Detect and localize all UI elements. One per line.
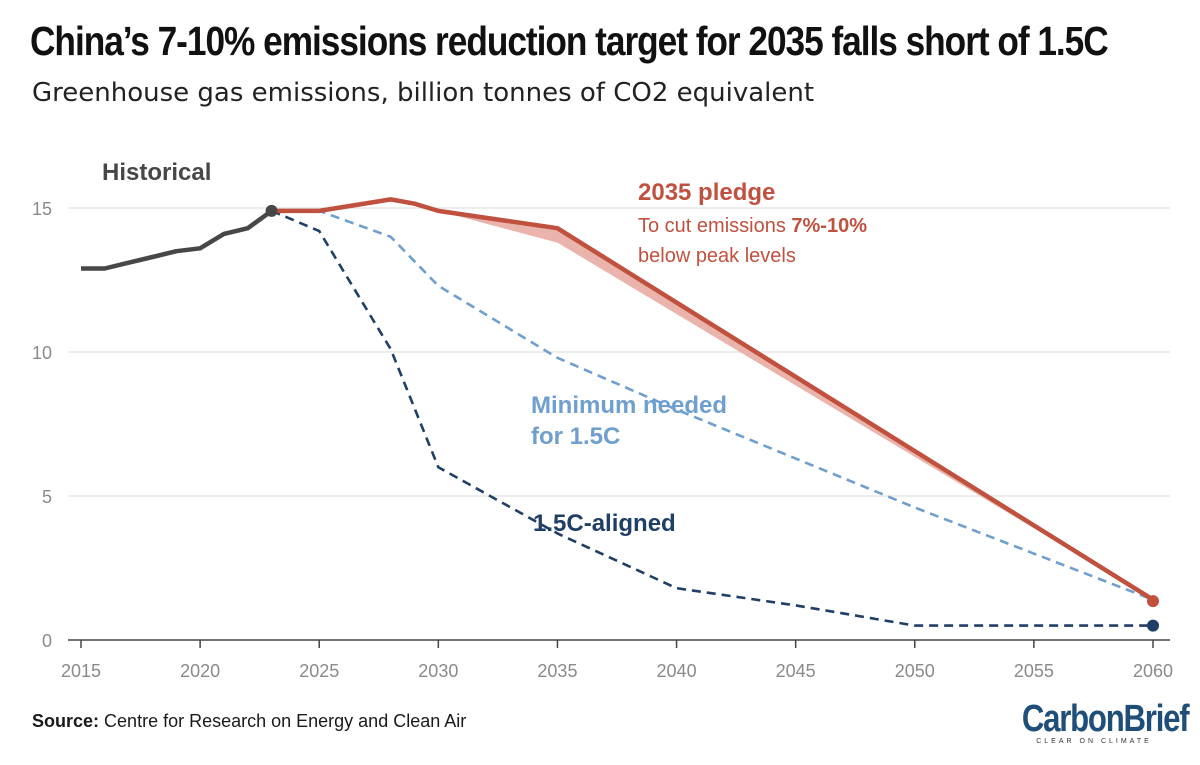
y-tick-label: 10 [32, 343, 52, 363]
pledge-label: 2035 pledge [638, 179, 775, 206]
y-tick-label: 15 [32, 199, 52, 219]
x-tick-label: 2050 [895, 661, 935, 681]
source-label: Source: [32, 711, 100, 731]
marker-pledge [1147, 595, 1159, 608]
chart-subtitle: Greenhouse gas emissions, billion tonnes… [32, 78, 815, 108]
x-tick-label: 2020 [180, 661, 220, 681]
pledge-note-bold: 7%-10% [791, 215, 867, 237]
x-tick-label: 2035 [537, 661, 577, 681]
x-tick-label: 2055 [1014, 661, 1054, 681]
series-layer [81, 197, 1155, 627]
historical-label: Historical [102, 159, 211, 186]
minimum-label-line1: Minimum needed [531, 392, 727, 419]
x-tick-label: 2015 [61, 661, 101, 681]
y-tick-label: 5 [42, 487, 52, 507]
marker-aligned [1147, 619, 1159, 632]
x-tick-label: 2030 [418, 661, 458, 681]
carbonbrief-logo: CarbonBrief CLEAR ON CLIMATE [1006, 698, 1190, 745]
source-text: Centre for Research on Energy and Clean … [104, 711, 467, 731]
pledge-note-line2: below peak levels [638, 245, 796, 267]
series-line-pledge [271, 197, 1155, 602]
series-line-aligned [271, 209, 1153, 627]
marker-historical [265, 204, 278, 217]
logo-tagline: CLEAR ON CLIMATE [1036, 738, 1152, 745]
aligned-label: 1.5C-aligned [533, 510, 676, 537]
x-tick-label: 2060 [1133, 661, 1173, 681]
x-axis-tick-labels: 2015 2020 2025 2030 2035 2040 2045 2050 2055 2060 [61, 640, 1173, 681]
x-tick-label: 2025 [299, 661, 339, 681]
x-tick-label: 2040 [657, 661, 697, 681]
y-axis-tick-labels: 0 5 10 15 [32, 199, 52, 651]
y-tick-label: 0 [42, 631, 52, 651]
logo-wordmark: CarbonBrief [1021, 698, 1190, 740]
series-line-historical [81, 209, 273, 271]
series-line-minimum [271, 209, 1154, 601]
pledge-note-line1: To cut emissions 7%-10% [638, 215, 867, 237]
x-tick-label: 2045 [776, 661, 816, 681]
pledge-note-prefix: To cut emissions [638, 215, 791, 237]
chart-title: China’s 7-10% emissions reduction target… [30, 18, 1109, 64]
minimum-label-line2: for 1.5C [531, 423, 620, 450]
series-end-markers [265, 204, 1159, 632]
source-note: Source: Centre for Research on Energy an… [32, 711, 466, 732]
